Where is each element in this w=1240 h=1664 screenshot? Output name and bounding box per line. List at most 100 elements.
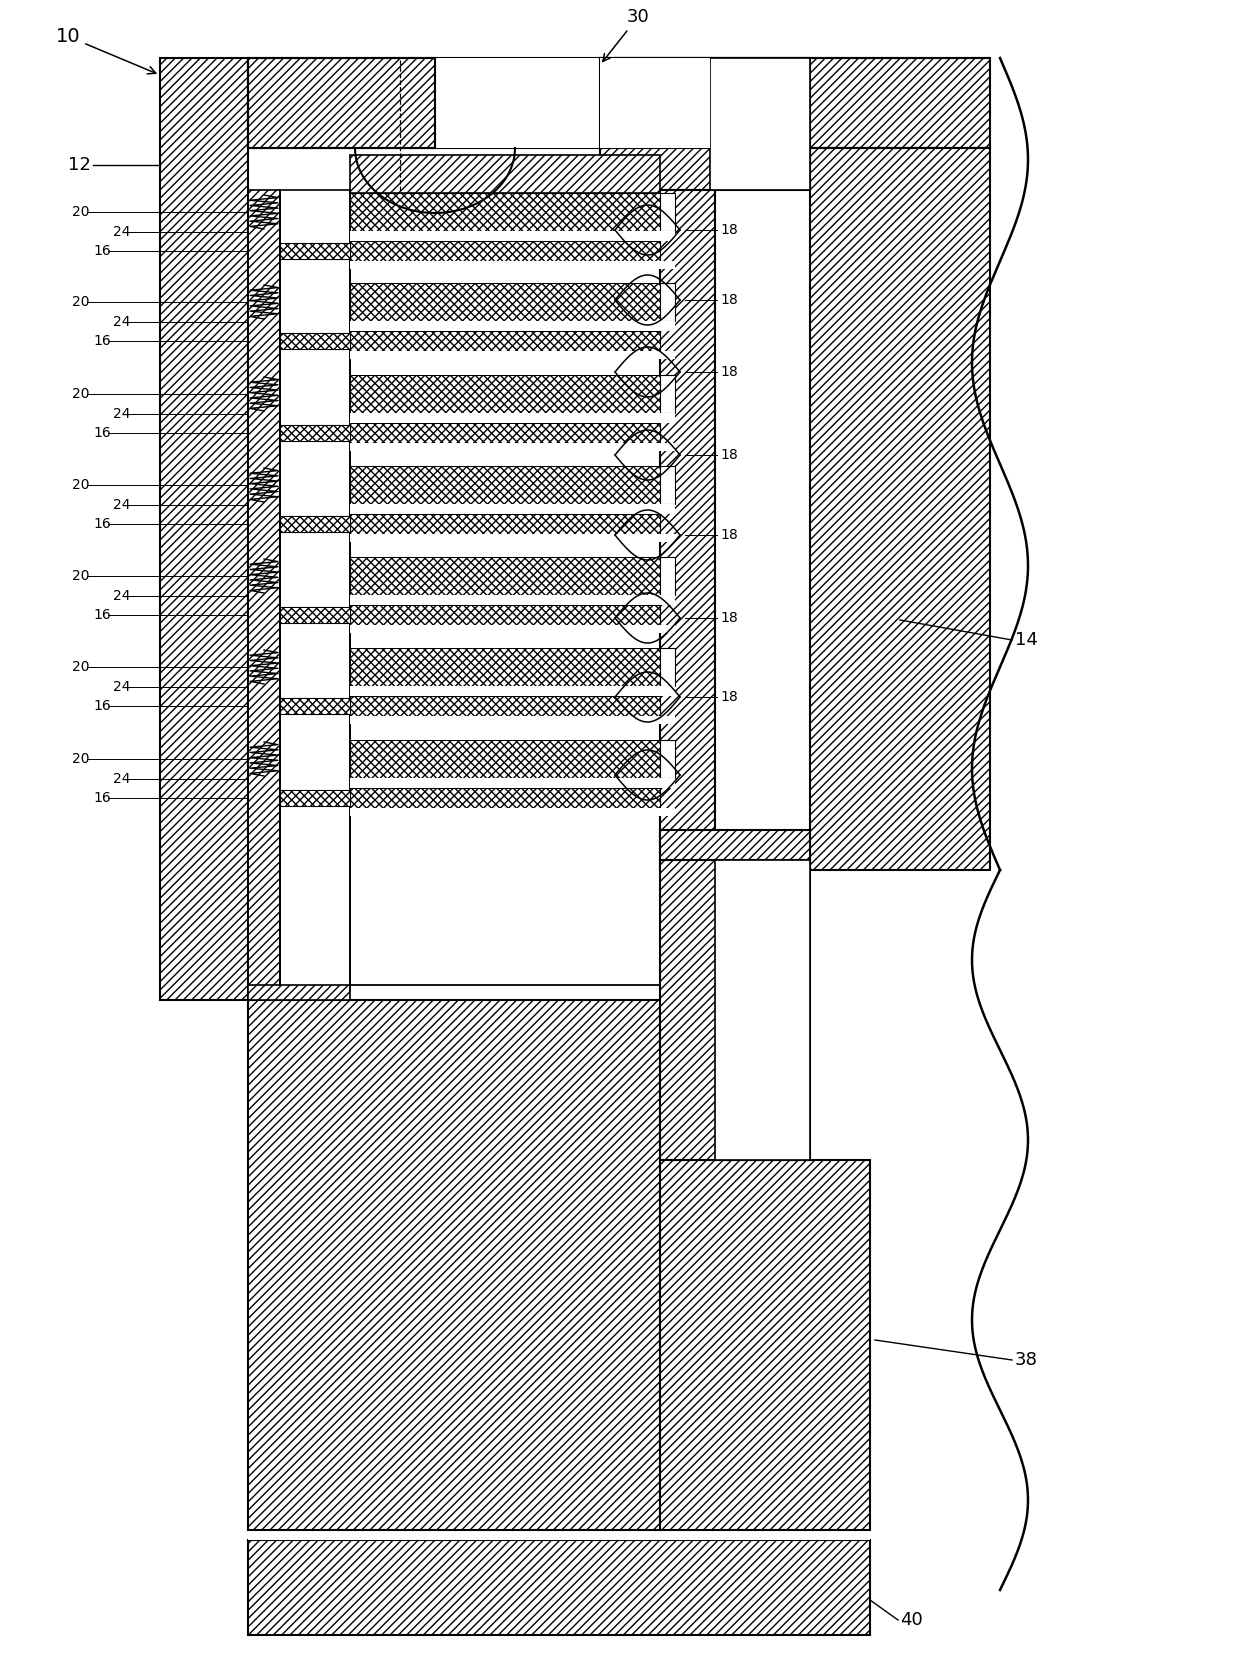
Bar — [280, 333, 350, 349]
Text: 24: 24 — [113, 589, 130, 602]
Text: 16: 16 — [93, 334, 110, 348]
Bar — [280, 516, 350, 532]
Bar — [280, 697, 350, 714]
Bar — [600, 58, 810, 190]
Bar — [280, 607, 350, 622]
Text: 16: 16 — [93, 607, 110, 622]
Text: 12: 12 — [68, 156, 91, 175]
Bar — [350, 231, 675, 241]
Bar — [350, 331, 660, 351]
Bar — [660, 466, 675, 504]
Text: 24: 24 — [113, 408, 130, 421]
Bar — [660, 830, 810, 870]
Bar — [350, 716, 675, 724]
Text: 24: 24 — [113, 498, 130, 513]
Text: 16: 16 — [93, 790, 110, 805]
Bar — [350, 514, 660, 534]
Text: 20: 20 — [72, 752, 89, 765]
Bar — [350, 155, 660, 193]
Bar — [280, 424, 350, 441]
Bar — [350, 514, 660, 534]
Bar — [350, 789, 660, 809]
Bar — [350, 789, 660, 809]
Text: 30: 30 — [603, 8, 650, 62]
Text: 18: 18 — [720, 448, 738, 463]
Bar — [350, 283, 660, 321]
Bar — [660, 190, 715, 860]
Text: 18: 18 — [720, 293, 738, 306]
Bar — [350, 351, 675, 359]
Text: 18: 18 — [720, 364, 738, 379]
Bar — [350, 413, 675, 423]
Bar — [350, 647, 660, 686]
Bar — [350, 193, 660, 231]
Bar — [350, 606, 660, 626]
Bar — [350, 557, 660, 596]
Bar — [350, 241, 660, 261]
Bar — [280, 790, 350, 805]
Bar — [280, 333, 350, 349]
Text: 24: 24 — [113, 772, 130, 785]
Bar — [280, 607, 350, 622]
Bar — [350, 331, 660, 351]
Bar — [248, 1539, 870, 1636]
Bar — [280, 790, 350, 805]
Bar — [350, 696, 660, 716]
Bar — [160, 58, 248, 1000]
Bar — [350, 423, 660, 443]
Bar — [350, 283, 660, 321]
Bar — [350, 443, 675, 451]
Bar — [350, 374, 660, 413]
Bar — [280, 516, 350, 532]
Bar — [350, 606, 660, 626]
Text: 20: 20 — [72, 388, 89, 401]
Bar — [660, 374, 675, 413]
Bar — [350, 534, 675, 542]
Bar — [715, 860, 810, 1160]
Bar — [350, 466, 660, 504]
Bar — [350, 193, 660, 231]
Bar — [350, 596, 675, 606]
Bar — [600, 58, 711, 148]
Bar — [350, 423, 660, 443]
Bar — [350, 779, 675, 789]
Bar — [660, 740, 675, 779]
Bar — [435, 58, 600, 148]
Text: 18: 18 — [720, 691, 738, 704]
Bar — [248, 1533, 870, 1539]
Bar — [350, 374, 660, 413]
Text: 16: 16 — [93, 245, 110, 258]
Bar — [248, 58, 990, 148]
Bar — [350, 557, 660, 596]
Bar — [810, 148, 990, 870]
Text: 18: 18 — [720, 611, 738, 626]
Bar — [350, 261, 675, 270]
Bar — [280, 697, 350, 714]
Text: 20: 20 — [72, 661, 89, 674]
Bar — [280, 243, 350, 260]
Bar — [350, 626, 675, 632]
Bar — [660, 647, 675, 686]
Text: 24: 24 — [113, 225, 130, 240]
Bar — [350, 504, 675, 514]
Bar — [280, 243, 350, 260]
Bar — [711, 58, 810, 190]
Text: 14: 14 — [1016, 631, 1038, 649]
Bar — [350, 466, 660, 504]
Bar — [280, 607, 350, 622]
Bar — [280, 333, 350, 349]
Bar — [350, 696, 660, 716]
Bar — [660, 283, 675, 321]
Text: 18: 18 — [720, 527, 738, 542]
Bar — [660, 1160, 870, 1529]
Bar — [660, 860, 810, 1160]
Text: 20: 20 — [72, 569, 89, 582]
Text: 16: 16 — [93, 518, 110, 531]
Bar — [350, 740, 660, 779]
Bar — [248, 190, 280, 985]
Text: 38: 38 — [1016, 1351, 1038, 1369]
Bar — [280, 190, 350, 985]
Bar — [280, 516, 350, 532]
Bar — [350, 740, 660, 779]
Bar — [248, 980, 350, 1000]
